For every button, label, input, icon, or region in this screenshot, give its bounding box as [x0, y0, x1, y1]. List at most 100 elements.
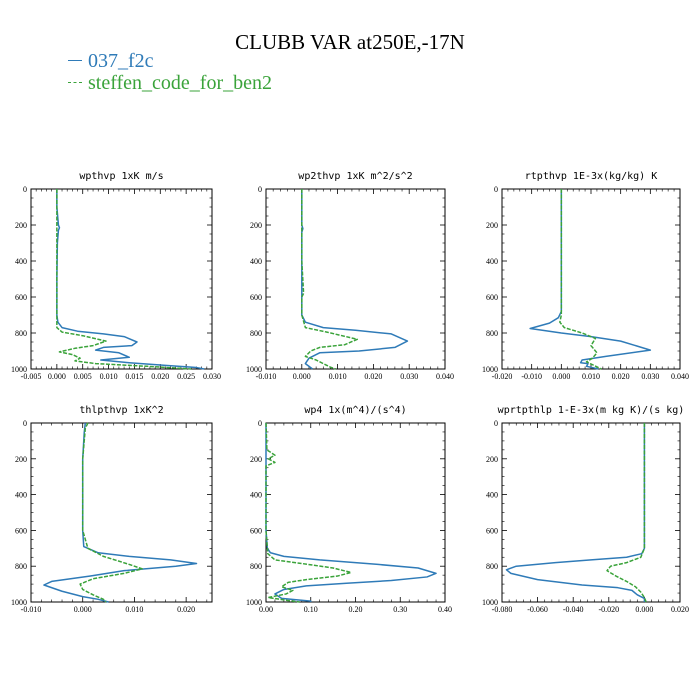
x-tick-label: 0.005 [74, 372, 92, 381]
series-line-steffen-code-for-ben2 [265, 422, 352, 603]
x-tick-label: 0.030 [641, 372, 659, 381]
y-tick-label: 200 [250, 455, 262, 464]
x-tick-label: 0.010 [100, 372, 118, 381]
subplot-4: thlpthvp 1xK^2 -0.010 0.000 0.010 0.020 0 200 4… [11, 405, 213, 614]
plot-frame [265, 188, 446, 370]
y-tick-label: 800 [250, 329, 262, 338]
y-tick-label: 1000 [11, 365, 27, 374]
series-line-037-f2c [265, 423, 437, 602]
x-tick-label: 0.030 [203, 372, 221, 381]
subplot-2: wp2thvp 1xK m^2/s^2 -0.010 0.000 0.010 0.020… [246, 171, 454, 381]
x-tick-label: 0.015 [125, 372, 143, 381]
plot-frame [30, 422, 213, 603]
y-tick-label: 1000 [11, 598, 27, 607]
x-tick-label: 0.020 [671, 605, 689, 614]
subplot-6: wprtpthlp 1-E-3x(m kg K)/(s kg) -0.080 -0.… [482, 405, 689, 614]
x-tick-label: -0.010 [256, 372, 277, 381]
y-tick-label: 400 [15, 257, 27, 266]
subplot-3: rtpthvp 1E-3x(kg/kg) K -0.020 -0.010 0.000 0… [482, 171, 689, 381]
x-tick-label: -0.060 [527, 605, 548, 614]
subplot-title: wprtpthlp 1-E-3x(m kg K)/(s kg) [498, 405, 685, 416]
series-line-037-f2c [56, 189, 205, 370]
y-tick-label: 600 [250, 293, 262, 302]
y-tick-label: 0 [23, 419, 27, 428]
x-tick-label: 0.000 [552, 372, 570, 381]
x-tick-label: 0.00 [259, 605, 273, 614]
legend-label: 037_f2c [88, 50, 154, 72]
x-tick-label: 0.000 [635, 605, 653, 614]
x-tick-label: 0.20 [349, 605, 363, 614]
series-line-steffen-code-for-ben2 [559, 189, 602, 370]
x-tick-label: -0.005 [21, 372, 42, 381]
series-line-steffen-code-for-ben2 [301, 189, 359, 370]
y-tick-label: 400 [15, 491, 27, 500]
x-tick-label: -0.020 [598, 605, 619, 614]
x-tick-label: 0.020 [177, 605, 195, 614]
x-tick-label: -0.010 [521, 372, 542, 381]
series-line-037-f2c [505, 423, 646, 602]
y-tick-label: 400 [486, 257, 498, 266]
y-tick-label: 600 [250, 526, 262, 535]
plot-frame [265, 422, 446, 603]
y-tick-label: 0 [258, 185, 262, 194]
legend-label: steffen_code_for_ben2 [88, 72, 273, 94]
x-tick-label: 0.025 [177, 372, 195, 381]
x-tick-label: -0.020 [492, 372, 513, 381]
x-tick-label: 0.10 [304, 605, 318, 614]
y-tick-label: 600 [486, 526, 498, 535]
subplot-5: wp4 1x(m^4)/(s^4) 0.00 0.10 0.20 0.30 0.40 0 20… [246, 405, 452, 614]
y-tick-label: 800 [15, 329, 27, 338]
x-tick-label: 0.020 [151, 372, 169, 381]
y-tick-label: 0 [258, 419, 262, 428]
y-tick-label: 800 [250, 562, 262, 571]
x-tick-label: 0.020 [612, 372, 630, 381]
x-tick-label: 0.000 [74, 605, 92, 614]
y-tick-label: 400 [250, 491, 262, 500]
subplot-title: wpthvp 1xK m/s [79, 171, 163, 182]
x-tick-label: 0.020 [364, 372, 382, 381]
y-tick-label: 400 [486, 491, 498, 500]
subplot-title: wp4 1x(m^4)/(s^4) [304, 405, 406, 416]
y-tick-label: 0 [494, 419, 498, 428]
y-tick-label: 200 [15, 221, 27, 230]
y-tick-label: 1000 [482, 598, 498, 607]
series-line-037-f2c [529, 189, 652, 370]
y-tick-label: 200 [15, 455, 27, 464]
y-tick-label: 600 [15, 293, 27, 302]
series-line-steffen-code-for-ben2 [79, 422, 143, 603]
y-tick-label: 800 [486, 329, 498, 338]
series-line-steffen-code-for-ben2 [606, 423, 647, 603]
y-tick-label: 0 [23, 185, 27, 194]
y-tick-label: 800 [486, 562, 498, 571]
y-tick-label: 800 [15, 562, 27, 571]
page-title: CLUBB VAR at250E,-17N [235, 30, 465, 54]
legend-line-icon [68, 59, 82, 61]
x-tick-label: 0.30 [393, 605, 407, 614]
x-tick-label: 0.040 [671, 372, 689, 381]
y-tick-label: 400 [250, 257, 262, 266]
x-tick-label: 0.030 [400, 372, 418, 381]
y-tick-label: 200 [486, 455, 498, 464]
y-tick-label: 1000 [246, 598, 262, 607]
x-tick-label: 0.000 [293, 372, 311, 381]
legend-line-icon [68, 81, 82, 83]
x-tick-label: 0.010 [582, 372, 600, 381]
x-tick-label: 0.010 [329, 372, 347, 381]
x-tick-label: 0.000 [48, 372, 66, 381]
legend-entry-037-f2c: 037_f2c [68, 50, 154, 72]
y-tick-label: 600 [15, 526, 27, 535]
y-tick-label: 1000 [482, 365, 498, 374]
subplot-title: thlpthvp 1xK^2 [79, 405, 163, 416]
x-tick-label: -0.010 [21, 605, 42, 614]
subplot-1: wpthvp 1xK m/s -0.005 0.000 0.005 0.010 0.015… [11, 171, 221, 381]
plot-frame [501, 422, 681, 603]
y-tick-label: 200 [250, 221, 262, 230]
y-tick-label: 600 [486, 293, 498, 302]
y-tick-label: 200 [486, 221, 498, 230]
x-tick-label: 0.010 [125, 605, 143, 614]
legend-entry-steffen-code-for-ben2: steffen_code_for_ben2 [68, 72, 272, 94]
y-tick-label: 0 [494, 185, 498, 194]
x-tick-label: -0.080 [492, 605, 513, 614]
x-tick-label: 0.040 [436, 372, 454, 381]
